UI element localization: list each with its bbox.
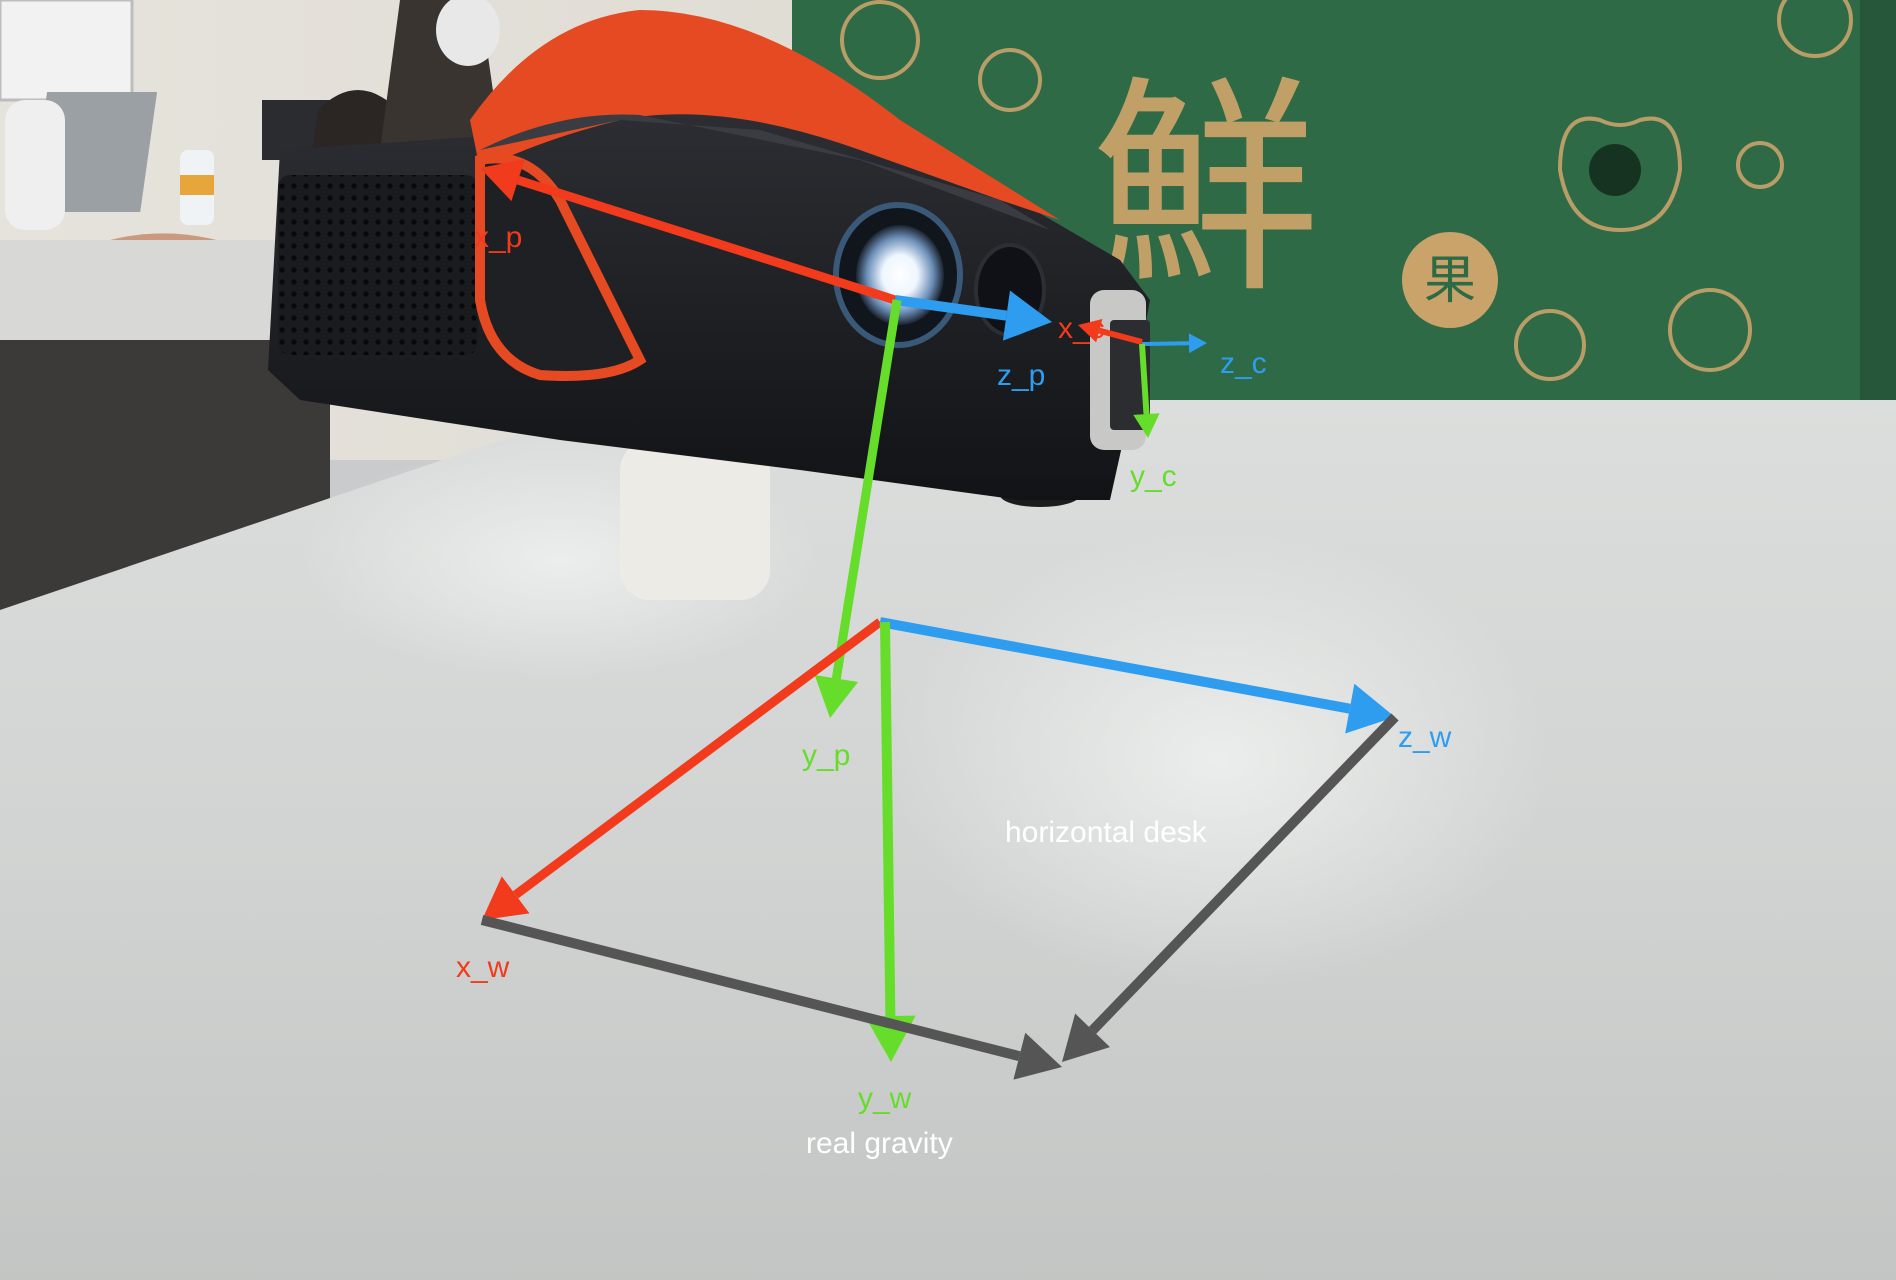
strawberry-icon xyxy=(978,48,1042,112)
arrow-z-c-head xyxy=(1188,333,1207,354)
label-z-c: z_c xyxy=(1220,347,1267,380)
axis-arrows xyxy=(480,159,1399,1080)
arrow-x-c-shaft xyxy=(1098,327,1143,345)
label-y-c: y_c xyxy=(1130,460,1177,493)
label-x-w: x_w xyxy=(456,951,510,984)
arrow-y-c-head xyxy=(1133,413,1160,438)
back-desk xyxy=(0,240,300,350)
arrow-z-p-shaft xyxy=(894,295,1008,321)
projector xyxy=(268,10,1150,600)
arrow-z-p xyxy=(894,290,1052,341)
label-y-w: y_w xyxy=(858,1082,912,1115)
arrow-x-p xyxy=(480,159,897,305)
arrow-y-w-shaft xyxy=(880,621,896,1017)
grape-icon xyxy=(1668,288,1752,372)
arrow-z-c xyxy=(1141,333,1207,354)
edge-xw-to-corner-shaft xyxy=(480,915,1021,1062)
arrow-y-p xyxy=(814,299,902,718)
side-panel xyxy=(475,153,647,381)
arrow-z-w-shaft xyxy=(879,617,1351,714)
arrow-x-p-shaft xyxy=(516,175,897,305)
fruit-icon xyxy=(840,0,920,80)
label-x-c: x_c xyxy=(1058,312,1105,345)
box-hole xyxy=(1589,144,1641,196)
edge-xw-to-corner-head xyxy=(1013,1032,1062,1080)
arrow-y-c xyxy=(1133,343,1160,438)
apple-icon xyxy=(1557,116,1683,233)
fruit-icon xyxy=(1777,0,1853,58)
arrow-z-w xyxy=(879,617,1395,734)
label-y-p: y_p xyxy=(802,739,850,772)
box-badge xyxy=(1402,232,1498,328)
arrow-z-w-head xyxy=(1345,683,1395,734)
label-x-p: x_p xyxy=(474,221,522,254)
label-real-gravity: real gravity xyxy=(806,1127,953,1160)
label-horizontal-desk: horizontal desk xyxy=(1005,816,1208,849)
whiteboard xyxy=(0,0,134,102)
arrow-z-c-shaft xyxy=(1141,341,1190,346)
edge-zw-to-corner-shaft xyxy=(1088,713,1399,1034)
arrow-x-w-shaft xyxy=(512,618,883,899)
projector-foot xyxy=(620,440,770,600)
arrow-x-p-head xyxy=(480,159,525,202)
edge-zw-to-corner-head xyxy=(1062,1013,1110,1062)
label-z-p: z_p xyxy=(997,359,1045,392)
axis-labels: x_p z_p y_p x_c z_c y_c x_w y_w z_w hori… xyxy=(456,221,1452,1160)
arrow-y-p-shaft xyxy=(831,299,902,680)
arrow-x-w xyxy=(482,618,883,920)
arrow-y-p-head xyxy=(814,675,859,718)
edge-xw-to-corner xyxy=(480,915,1062,1080)
projector-top xyxy=(480,114,1050,230)
fruit-doodles xyxy=(840,0,1853,381)
box-right-panel xyxy=(1860,0,1896,400)
strawberry-icon xyxy=(1736,141,1784,189)
arrow-x-c xyxy=(1078,318,1143,345)
orange-slice-icon xyxy=(1514,309,1586,381)
arrow-y-c-shaft xyxy=(1139,343,1150,415)
bottle-label xyxy=(180,175,214,195)
arrow-x-w-head xyxy=(482,876,530,920)
arrow-z-p-head xyxy=(1002,290,1052,341)
speaker-grille xyxy=(278,175,478,355)
projector-red-band xyxy=(470,10,1060,220)
label-z-w: z_w xyxy=(1398,721,1452,754)
box-character-small: 果 xyxy=(1424,251,1476,311)
edge-zw-to-corner xyxy=(1062,713,1399,1062)
headphones-icon xyxy=(436,0,500,66)
device xyxy=(5,100,65,230)
light-spot xyxy=(890,530,1550,990)
arrow-x-c-head xyxy=(1078,318,1103,343)
